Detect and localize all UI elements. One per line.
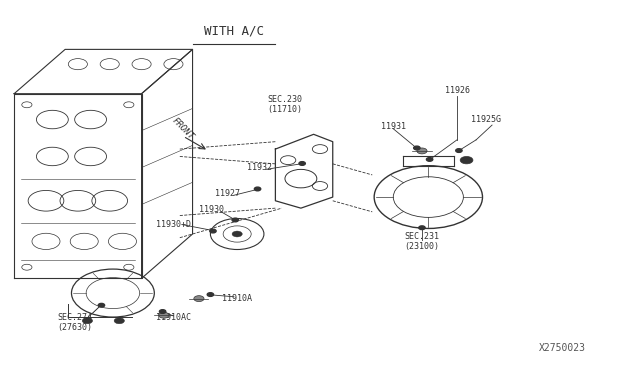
Text: X2750023: X2750023 [539, 343, 586, 353]
Circle shape [159, 312, 169, 318]
Circle shape [232, 231, 243, 237]
Text: 11931: 11931 [381, 122, 406, 131]
Circle shape [83, 318, 93, 324]
Text: 11930+D: 11930+D [156, 220, 191, 229]
Circle shape [299, 161, 305, 165]
Text: 11926: 11926 [445, 86, 470, 94]
Circle shape [419, 226, 425, 230]
Text: 11925G: 11925G [470, 115, 500, 124]
Text: FRONT: FRONT [170, 116, 196, 141]
Circle shape [456, 149, 462, 153]
Text: SEC.231
(23100): SEC.231 (23100) [404, 232, 440, 251]
Circle shape [207, 293, 214, 296]
Circle shape [114, 318, 124, 324]
Circle shape [232, 218, 239, 222]
Text: 11930: 11930 [199, 205, 224, 215]
Circle shape [194, 296, 204, 302]
Circle shape [159, 310, 166, 313]
Text: WITH A/C: WITH A/C [204, 25, 264, 38]
Text: SEC.230
(11710): SEC.230 (11710) [268, 95, 303, 115]
Circle shape [254, 187, 260, 191]
Text: 11910A: 11910A [222, 294, 252, 303]
Circle shape [417, 148, 427, 154]
Circle shape [413, 146, 420, 150]
Circle shape [460, 157, 473, 164]
Text: 11932: 11932 [247, 163, 272, 172]
Circle shape [99, 304, 104, 307]
Circle shape [210, 229, 216, 233]
Text: 11910AC: 11910AC [156, 312, 191, 321]
Text: 11927: 11927 [215, 189, 240, 198]
Text: SEC.274
(27630): SEC.274 (27630) [57, 313, 92, 332]
Circle shape [426, 158, 433, 161]
